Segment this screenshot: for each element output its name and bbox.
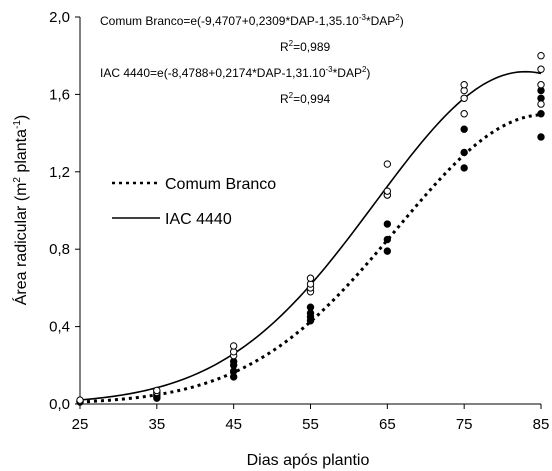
point-comum-branco [460,148,468,157]
point-comum-branco [383,220,392,228]
y-tick-label: 0,4 [49,319,70,336]
point-iac-4440 [383,187,392,195]
y-tick-label: 0,0 [49,396,70,413]
equation-iac-4440: IAC 4440=e(-8,4788+0,2174*DAP-1,31.10-3*… [100,65,370,80]
y-axis-title: Área radicular (m2 planta-1) [11,115,30,306]
x-tick-label: 65 [379,416,396,433]
point-iac-4440 [460,94,468,102]
equation-comum-branco: Comum Branco=e(-9,4707+0,2309*DAP-1,35.1… [100,13,404,28]
legend-label-comum-branco: Comum Branco [165,176,276,193]
x-tick-label: 35 [148,416,165,433]
point-iac-4440 [306,274,315,282]
y-tick-label: 1,2 [49,164,70,181]
point-comum-branco [537,133,545,141]
r2-iac-4440: R2=0,994 [280,91,330,106]
curve-iac-4440 [79,70,542,401]
point-comum-branco [460,125,468,133]
r2-comum-branco: R2=0,989 [280,39,330,54]
point-comum-branco [460,164,468,172]
point-iac-4440 [229,342,238,350]
point-iac-4440 [537,81,545,89]
x-axis-title: Dias após plantio [247,452,370,469]
x-tick-label: 75 [456,416,473,433]
point-comum-branco [306,303,315,311]
x-tick-label: 45 [225,416,242,433]
x-tick-label: 55 [302,416,319,433]
point-comum-branco [383,247,392,255]
point-comum-branco [537,110,545,118]
point-iac-4440 [460,110,468,118]
curve-comum-branco [79,113,542,404]
point-comum-branco [383,235,392,244]
legend: Comum Branco IAC 4440 [112,176,276,228]
y-tick-label: 2,0 [49,9,70,26]
point-iac-4440 [383,160,392,168]
y-tick-label: 0,8 [49,241,70,258]
points-layer [76,52,545,406]
curves-layer [79,70,542,404]
legend-label-iac-4440: IAC 4440 [165,211,232,228]
point-iac-4440 [460,81,468,89]
point-iac-4440 [537,52,545,60]
point-iac-4440 [153,386,161,395]
point-iac-4440 [537,65,545,73]
point-iac-4440 [76,396,84,404]
axes-layer: 25 35 45 55 65 75 85 0,0 0,4 0,8 1,2 1,6 2,0 [49,9,549,433]
x-tick-label: 85 [533,416,550,433]
point-iac-4440 [537,100,545,108]
x-tick-label: 25 [72,416,89,433]
y-tick-label: 1,6 [49,86,70,103]
